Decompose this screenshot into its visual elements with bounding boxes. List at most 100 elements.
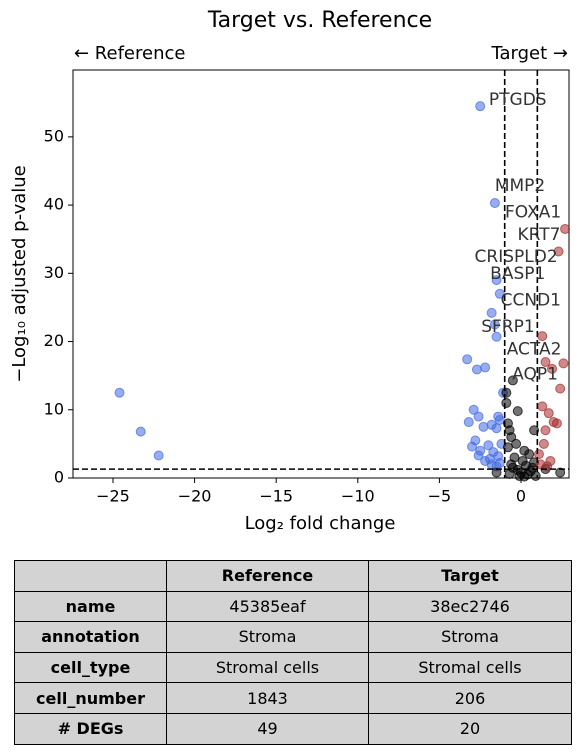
- point: [478, 421, 489, 432]
- table-cell: # DEGs: [14, 712, 167, 745]
- table-cell: Stroma: [368, 621, 572, 653]
- point: [462, 354, 473, 365]
- point: [547, 363, 558, 374]
- point: [468, 404, 479, 415]
- table-cell: [14, 560, 167, 592]
- info-table: Reference Target name 45385eaf 38ec2746 annot…: [14, 560, 572, 745]
- point: [519, 471, 530, 482]
- point: [502, 442, 513, 453]
- chart: Target vs. Reference ← Reference Target …: [9, 8, 571, 534]
- point: [501, 397, 512, 408]
- point: [494, 288, 505, 299]
- x-tick-label: 0: [516, 487, 526, 506]
- table-cell: 1843: [166, 682, 369, 714]
- right-header: Target →: [491, 43, 569, 64]
- point: [533, 449, 544, 460]
- table-cell: cell_number: [14, 682, 167, 714]
- point: [555, 467, 566, 478]
- point: [507, 375, 518, 386]
- point: [507, 462, 518, 473]
- x-tick-label: −15: [259, 487, 293, 506]
- point: [471, 364, 482, 375]
- table-cell: 45385eaf: [166, 590, 369, 623]
- point: [543, 408, 554, 419]
- plot-frame: [72, 69, 570, 479]
- y-tick-label: 40: [44, 195, 64, 214]
- gene-label: AQP1: [512, 364, 558, 384]
- point: [489, 198, 500, 209]
- point: [135, 426, 146, 437]
- point: [491, 331, 502, 342]
- point: [540, 357, 551, 368]
- point: [483, 440, 494, 451]
- point: [480, 362, 491, 373]
- point: [473, 450, 484, 461]
- gene-label: SFRP1: [481, 317, 534, 337]
- table-cell: Stromal cells: [166, 651, 369, 684]
- gene-label: KRT7: [518, 225, 561, 245]
- point: [560, 223, 571, 234]
- point: [485, 453, 496, 464]
- table-cell: 20: [368, 712, 572, 745]
- gene-label: CRISPLD2: [475, 247, 558, 267]
- point: [524, 449, 535, 460]
- x-axis-label: Log₂ fold change: [245, 513, 396, 534]
- point: [551, 418, 562, 429]
- point: [553, 246, 564, 257]
- gene-label: MMP2: [495, 176, 545, 196]
- point: [538, 438, 549, 449]
- gene-label: PTGDS: [489, 90, 547, 110]
- y-tick-label: 50: [44, 126, 64, 145]
- point: [494, 457, 505, 468]
- point: [512, 406, 523, 417]
- point: [491, 275, 502, 286]
- point: [473, 411, 484, 422]
- point: [153, 450, 164, 461]
- gene-label: CCND1: [501, 291, 561, 311]
- table-cell: name: [14, 590, 167, 623]
- table-cell: Reference: [166, 560, 369, 592]
- table-cell: Target: [368, 560, 572, 592]
- left-header: ← Reference: [74, 43, 185, 64]
- table-cell: 38ec2746: [368, 590, 572, 623]
- point: [114, 387, 125, 398]
- point: [501, 387, 512, 398]
- table-row: cell_number 1843 206: [14, 682, 572, 714]
- y-tick-label: 10: [44, 399, 64, 418]
- point: [489, 319, 500, 330]
- point: [555, 383, 566, 394]
- y-tick-label: 20: [44, 331, 64, 350]
- header-row: Reference Target: [14, 560, 572, 592]
- x-tick-label: −5: [428, 487, 452, 506]
- table-cell: 206: [368, 682, 572, 714]
- gene-label: FOXA1: [505, 203, 561, 223]
- point: [530, 470, 541, 481]
- table-row: cell_type Stromal cells Stromal cells: [14, 651, 572, 684]
- point: [463, 417, 474, 428]
- point: [558, 358, 569, 369]
- point: [491, 423, 502, 434]
- x-tick-label: −25: [96, 487, 130, 506]
- table-cell: cell_type: [14, 651, 167, 684]
- point: [486, 307, 497, 318]
- point: [535, 459, 546, 470]
- x-tick-label: −20: [178, 487, 212, 506]
- x-tick-label: −10: [341, 487, 375, 506]
- point: [475, 101, 486, 112]
- point: [511, 438, 522, 449]
- table-cell: Stromal cells: [368, 651, 572, 684]
- point: [494, 415, 505, 426]
- table-row: # DEGs 49 20: [14, 712, 572, 745]
- gene-label: BASP1: [490, 264, 545, 284]
- table-cell: annotation: [14, 621, 167, 653]
- gene-label: ACTA2: [507, 340, 562, 360]
- chart-title: Target vs. Reference: [207, 8, 432, 33]
- y-axis-label: −Log₁₀ adjusted p-value: [9, 165, 30, 383]
- table-row: name 45385eaf 38ec2746: [14, 590, 572, 623]
- table-cell: 49: [166, 712, 369, 745]
- table-cell: Stroma: [166, 621, 369, 653]
- point: [540, 425, 551, 436]
- point: [467, 441, 478, 452]
- point: [529, 425, 540, 436]
- table-row: annotation Stroma Stroma: [14, 621, 572, 653]
